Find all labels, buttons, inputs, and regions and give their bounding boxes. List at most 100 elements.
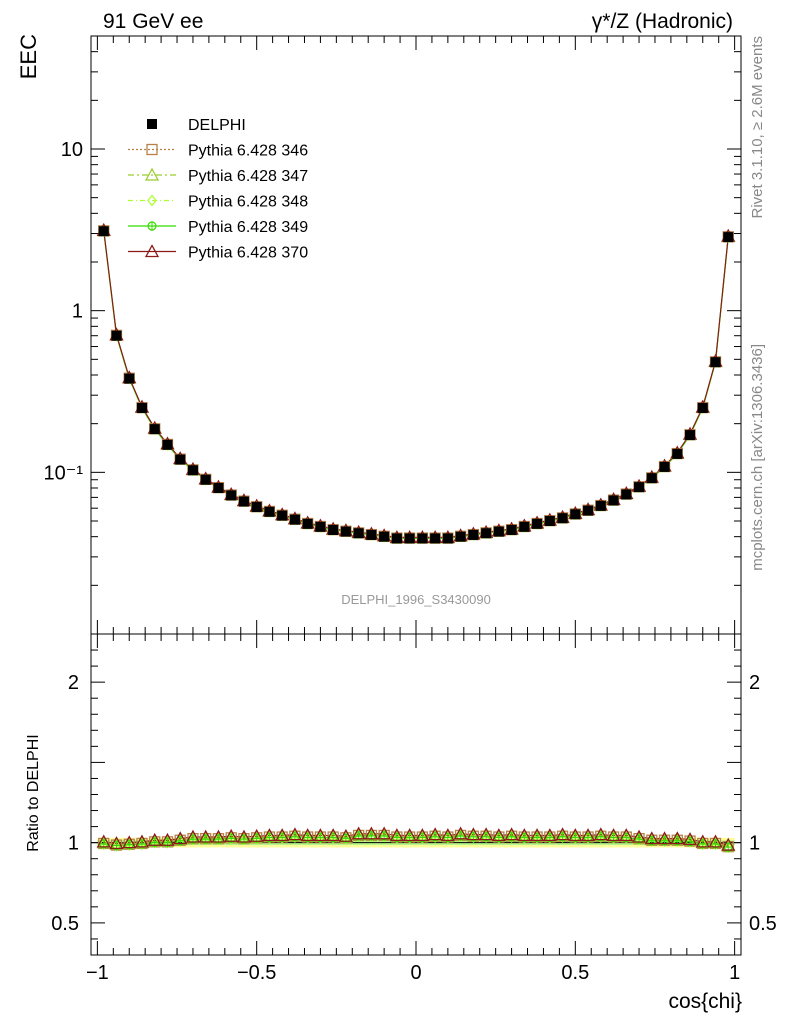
- main-ticks: 10 1 10⁻¹: [44, 35, 741, 635]
- ratio-point-p348: [392, 831, 402, 844]
- ratio-point-p370: [211, 829, 226, 843]
- ratio-point-p348: [608, 831, 619, 844]
- data-point: [481, 528, 492, 539]
- main-data-points: [98, 226, 734, 544]
- ratio-point-p348: [251, 832, 262, 845]
- ratio-point-p348: [328, 831, 338, 844]
- ratio-point-p348: [723, 841, 734, 854]
- xlabel: cos{chi}: [668, 990, 742, 1013]
- data-point: [98, 226, 109, 237]
- ratio-point-p348: [672, 835, 683, 848]
- data-point: [302, 518, 313, 529]
- ratio-point-p370: [440, 828, 455, 842]
- ratio-point-p348: [302, 831, 313, 844]
- xtick-label: −1: [86, 962, 109, 984]
- main-series: [96, 222, 736, 545]
- ratio-point-p370: [542, 828, 557, 842]
- ratio-point-p348: [239, 833, 249, 846]
- ratio-point-p370: [682, 832, 698, 846]
- data-point: [608, 495, 619, 506]
- data-point: [328, 524, 339, 535]
- ratio-point-p348: [532, 831, 542, 844]
- ratio-point-p370: [657, 831, 672, 845]
- ratio-ytick-label-right: 1: [749, 833, 760, 855]
- rivet-label: Rivet 3.1.10, ≥ 2.6M events: [749, 36, 766, 219]
- ratio-point-p370: [134, 834, 150, 848]
- ratio-point-p348: [506, 831, 517, 843]
- data-point: [111, 330, 122, 341]
- data-point: [685, 430, 696, 441]
- data-point: [226, 490, 237, 501]
- ratio-point-p370: [479, 827, 494, 841]
- ratio-point-p370: [262, 828, 277, 842]
- ratio-point-p370: [351, 826, 366, 840]
- data-point: [124, 373, 135, 384]
- xtick-label: −0.5: [237, 962, 276, 984]
- data-point: [340, 526, 351, 537]
- ratio-point-p348: [685, 835, 695, 848]
- data-point: [646, 473, 657, 484]
- ratio-point-p370: [695, 834, 710, 848]
- ratio-point-p348: [200, 833, 211, 846]
- ratio-point-p370: [428, 827, 443, 841]
- data-point: [391, 533, 402, 544]
- ratio-point-p348: [430, 831, 440, 843]
- ratio-point-p348: [290, 831, 300, 843]
- ratio-point-p348: [111, 839, 122, 852]
- data-point: [213, 483, 224, 494]
- ratio-point-p348: [596, 831, 606, 843]
- legend-label: Pythia 6.428 347: [188, 168, 308, 185]
- legend-label: Pythia 6.428 346: [188, 143, 308, 160]
- legend-marker: [147, 221, 157, 231]
- analysis-label: DELPHI_1996_S3430090: [341, 592, 491, 607]
- data-point: [710, 357, 721, 368]
- ratio-point-p370: [198, 829, 213, 843]
- ratio-point-p348: [264, 831, 275, 844]
- data-point: [200, 474, 211, 485]
- ratio-point-p348: [162, 836, 173, 849]
- ratio-point-p348: [557, 831, 568, 843]
- data-point: [430, 533, 441, 544]
- data-point: [238, 496, 249, 507]
- data-point: [455, 531, 466, 542]
- data-point: [442, 533, 453, 544]
- ratio-point-p370: [708, 834, 723, 848]
- ratio-point-p348: [175, 835, 185, 848]
- main-ytick-label: 10⁻¹: [44, 462, 84, 484]
- ratio-panel-frame: [90, 633, 742, 956]
- data-point: [149, 424, 160, 435]
- ratio-point-p370: [249, 828, 264, 842]
- ratio-point-p348: [417, 831, 428, 844]
- ratio-point-p348: [404, 831, 415, 844]
- data-point: [175, 454, 186, 465]
- ratio-point-p370: [402, 828, 417, 842]
- ratio-point-p370: [593, 827, 608, 841]
- mcplots-label: mcplots.cern.ch [arXiv:1306.3436]: [749, 344, 766, 571]
- legend-marker: [147, 119, 157, 129]
- ratio-point-p348: [226, 832, 236, 845]
- ratio-point-p370: [109, 836, 124, 850]
- ratio-point-p348: [710, 838, 721, 851]
- ratio-point-p348: [494, 831, 504, 844]
- ratio-point-p348: [634, 833, 644, 846]
- ratio-series: [96, 826, 736, 854]
- ratio-point-p348: [277, 831, 287, 844]
- data-point: [659, 461, 670, 472]
- data-point: [468, 529, 479, 540]
- ratio-point-p348: [98, 838, 109, 851]
- data-point: [264, 506, 275, 517]
- ratio-point-p370: [224, 828, 239, 842]
- data-point: [315, 521, 326, 532]
- ratio-point-p370: [364, 826, 379, 840]
- ratio-point-p370: [96, 834, 111, 848]
- legend-label: Pythia 6.428 349: [188, 219, 308, 236]
- main-ylabel: EEC: [16, 34, 41, 79]
- ratio-point-p370: [568, 828, 583, 842]
- ratio-point-p348: [481, 831, 491, 843]
- ratio-ylabel: Ratio to DELPHI: [25, 734, 42, 851]
- data-point: [417, 533, 428, 544]
- data-point: [672, 448, 683, 459]
- ratio-point-p348: [149, 836, 160, 849]
- ratio-point-p370: [287, 827, 303, 841]
